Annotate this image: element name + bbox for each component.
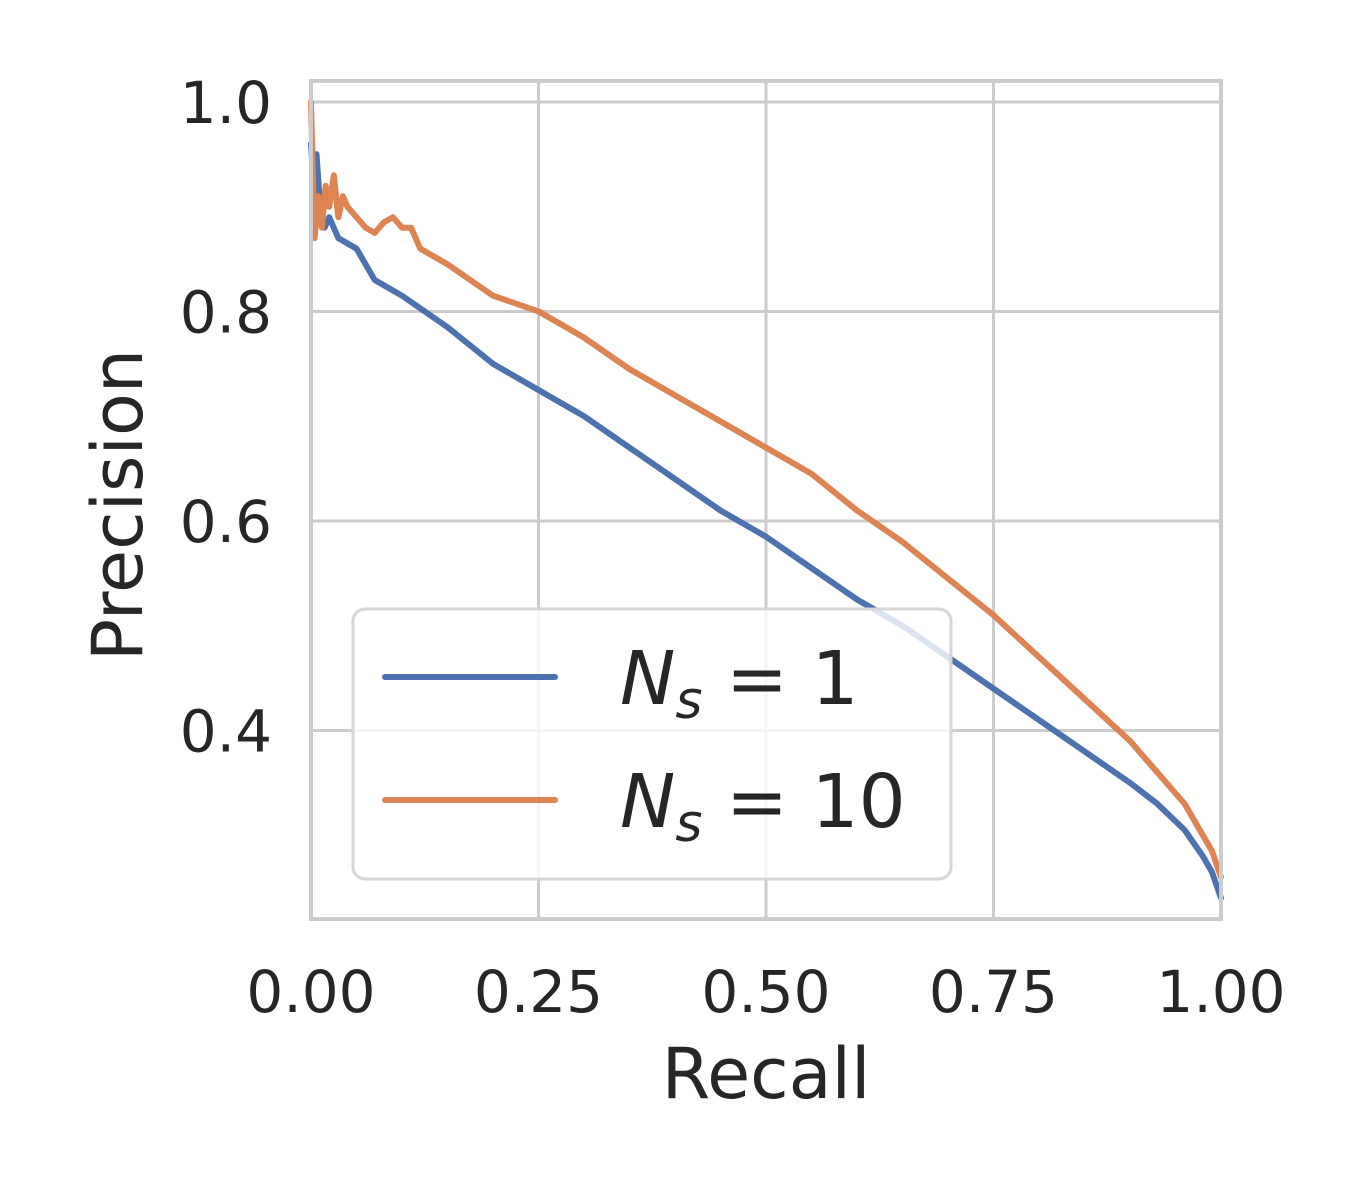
x-axis-title: Recall	[662, 1033, 871, 1115]
legend-label: Ns = 10	[620, 759, 906, 854]
x-tick-label: 0.25	[474, 958, 603, 1026]
y-tick-label: 0.8	[180, 278, 272, 346]
y-tick-labels: 0.4 0.6 0.8 1.0	[180, 69, 272, 766]
x-tick-labels: 0.00 0.25 0.50 0.75 1.00	[246, 958, 1285, 1026]
series-lines	[308, 99, 1224, 901]
y-tick-label: 0.6	[180, 488, 272, 556]
series-line-1	[308, 140, 1224, 901]
x-tick-label: 0.00	[246, 958, 375, 1026]
y-tick-label: 1.0	[180, 69, 272, 137]
plot-frame	[309, 79, 1223, 921]
series-line-2	[308, 99, 1224, 881]
x-tick-label: 0.50	[701, 958, 830, 1026]
x-tick-label: 1.00	[1156, 958, 1285, 1026]
y-axis-title: Precision	[77, 349, 159, 661]
legend: Ns = 1 Ns = 10	[351, 607, 953, 881]
legend-label: Ns = 1	[620, 636, 859, 731]
x-tick-label: 0.75	[929, 958, 1058, 1026]
y-tick-label: 0.4	[180, 697, 272, 765]
